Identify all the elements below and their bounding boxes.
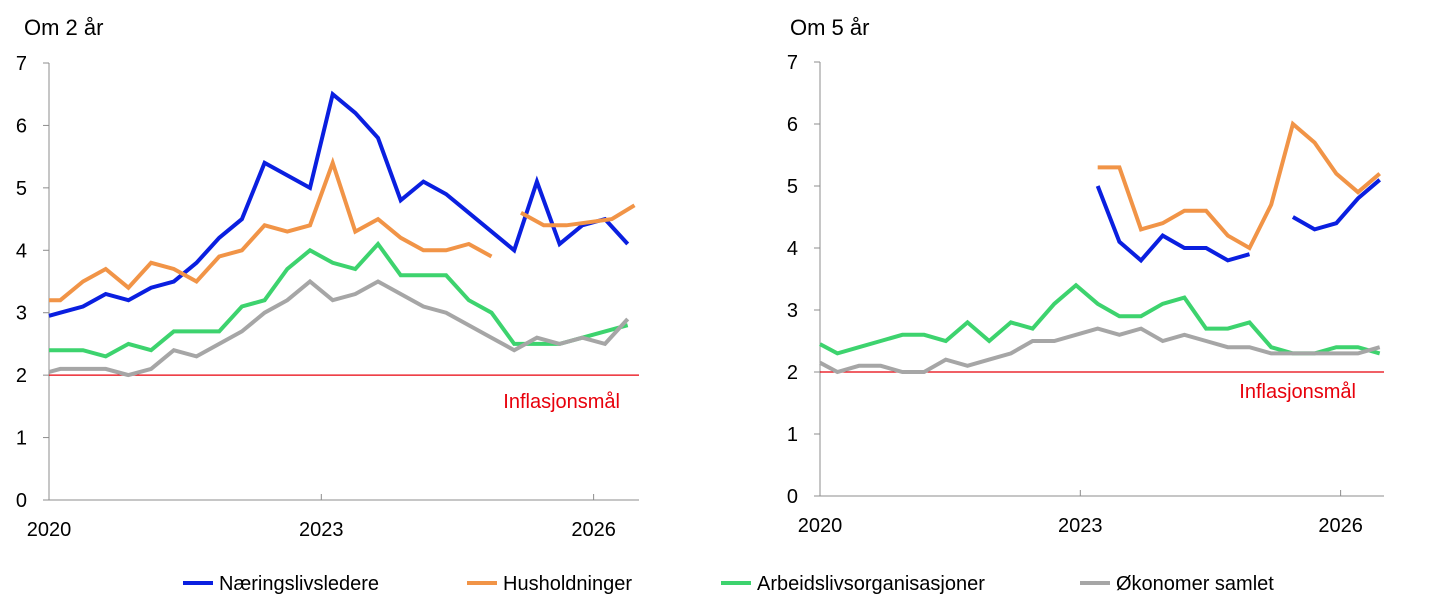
series-line-naeringslivsledere xyxy=(1095,185,1251,264)
x-tick-label: 2026 xyxy=(571,519,616,541)
y-tick-label: 4 xyxy=(787,238,798,260)
panel-title: Om 5 år xyxy=(790,15,869,40)
y-tick-label: 4 xyxy=(16,240,27,262)
inflation-target-label: Inflasjonsmål xyxy=(1239,381,1356,403)
panel-2-year: Om 2 år 0 1 2 3 4 5 6 7 2020 2023 2026 Inflasjonsmål xyxy=(16,15,639,541)
legend-label-husholdninger: Husholdninger xyxy=(503,573,632,595)
series-line-husholdninger xyxy=(1097,120,1382,251)
series-line-okonomer-samlet xyxy=(819,326,1381,375)
x-tick-label: 2026 xyxy=(1318,515,1363,537)
series-line-naeringslivsledere xyxy=(48,90,630,318)
x-tick-label: 2020 xyxy=(798,515,843,537)
series-line-arbeidslivsorganisasjoner xyxy=(819,282,1381,356)
y-tick-label: 3 xyxy=(16,303,27,325)
y-tick-label: 5 xyxy=(787,176,798,198)
y-tick-label: 5 xyxy=(16,178,27,200)
y-tick-label: 7 xyxy=(787,52,798,74)
inflation-target-label: Inflasjonsmål xyxy=(503,391,620,413)
y-tick-label: 1 xyxy=(16,428,27,450)
x-tick-label: 2023 xyxy=(1058,515,1103,537)
series-line-husholdninger xyxy=(520,203,636,228)
x-tick-label: 2020 xyxy=(27,519,72,541)
y-tick-label: 2 xyxy=(16,365,27,387)
y-tick-label: 7 xyxy=(16,53,27,75)
y-tick-label: 1 xyxy=(787,424,798,446)
y-tick-label: 3 xyxy=(787,300,798,322)
y-tick-label: 6 xyxy=(787,114,798,136)
legend: Næringslivsledere Husholdninger Arbeidsliv… xyxy=(183,573,1274,595)
series-line-husholdninger xyxy=(49,156,493,303)
y-tick-label: 2 xyxy=(787,362,798,384)
y-tick-label: 6 xyxy=(16,115,27,137)
panel-title: Om 2 år xyxy=(24,15,103,40)
legend-label-naeringslivsledere: Næringslivsledere xyxy=(219,573,379,595)
x-tick-label: 2023 xyxy=(299,519,344,541)
legend-label-okonomer-samlet: Økonomer samlet xyxy=(1116,573,1274,595)
y-tick-label: 0 xyxy=(787,486,798,508)
legend-label-arbeidslivsorganisasjoner: Arbeidslivsorganisasjoner xyxy=(757,573,985,595)
series-line-okonomer-samlet xyxy=(48,278,630,378)
y-tick-label: 0 xyxy=(16,490,27,512)
series-line-naeringslivsledere xyxy=(1291,178,1382,232)
panel-5-year: Om 5 år 0 1 2 3 4 5 6 7 2020 2023 2026 Inflasjonsmål xyxy=(787,15,1384,537)
